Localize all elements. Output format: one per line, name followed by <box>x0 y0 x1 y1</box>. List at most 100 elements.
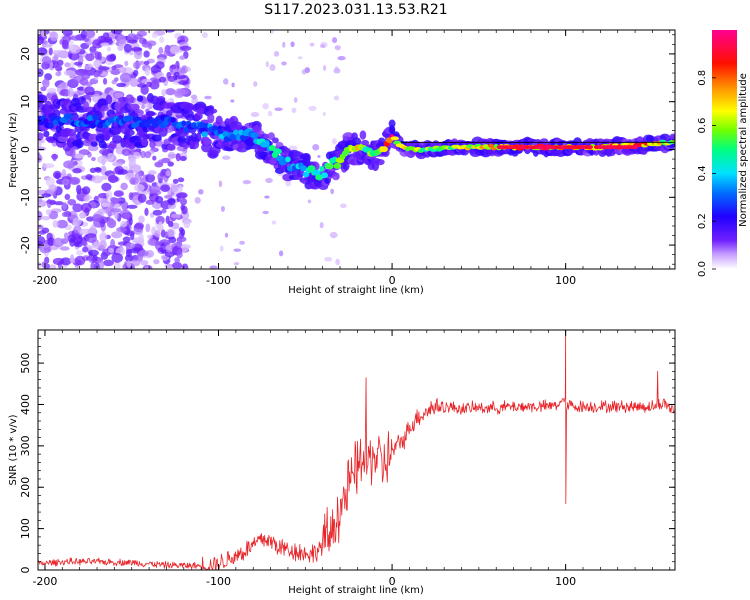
ridge-peak <box>632 145 639 150</box>
noise-blob <box>297 56 303 60</box>
y-tick-label: 200 <box>19 477 32 498</box>
noise-blob <box>145 223 151 233</box>
noise-blob <box>45 199 57 204</box>
noise-blob <box>116 82 127 88</box>
noise-blob <box>158 221 163 230</box>
noise-blob <box>112 161 123 167</box>
ridge-halo <box>140 137 148 147</box>
noise-blob <box>108 217 114 226</box>
noise-blob <box>147 170 157 176</box>
noise-blob <box>114 77 119 82</box>
snr-x-ticks: -200 -100 0 100 <box>32 330 671 588</box>
noise-blob <box>95 167 102 173</box>
noise-blob <box>301 69 307 75</box>
noise-blob <box>85 174 93 181</box>
noise-blob <box>155 215 165 225</box>
noise-blob <box>160 184 171 192</box>
ridge-halo <box>189 139 200 150</box>
noise-blob <box>49 31 59 42</box>
noise-blob <box>52 237 64 248</box>
noise-blob <box>63 160 76 169</box>
noise-blob <box>138 215 145 224</box>
noise-blob <box>262 210 269 215</box>
noise-blob <box>191 98 199 104</box>
noise-blob <box>38 262 42 268</box>
noise-blob <box>167 220 174 228</box>
noise-blob <box>333 95 340 101</box>
noise-blob <box>69 254 75 264</box>
noise-blob <box>128 157 137 167</box>
noise-blob <box>166 244 172 253</box>
ridge-core <box>268 145 276 152</box>
noise-blob <box>131 259 141 267</box>
noise-blob <box>269 64 276 71</box>
noise-blob <box>143 50 150 58</box>
noise-blob <box>148 42 153 50</box>
noise-blob <box>168 197 176 206</box>
ridge-core <box>65 113 73 120</box>
noise-blob <box>69 147 76 158</box>
ridge-halo <box>38 132 44 141</box>
noise-blob <box>98 260 105 269</box>
noise-blob <box>124 60 129 67</box>
noise-blob <box>174 257 180 264</box>
noise-blob <box>151 32 159 39</box>
noise-blob <box>52 220 59 228</box>
noise-blob <box>104 36 113 43</box>
noise-blob <box>337 56 346 61</box>
noise-blob <box>172 261 183 269</box>
ridge-halo <box>388 119 396 128</box>
noise-blob <box>45 177 55 187</box>
ridge-halo <box>352 137 362 147</box>
noise-blob <box>223 78 229 85</box>
noise-blob <box>48 47 53 56</box>
noise-blob <box>59 246 70 251</box>
noise-blob <box>63 232 69 239</box>
noise-blob <box>38 152 41 163</box>
noise-blob <box>274 107 283 111</box>
ridge-halo <box>158 127 168 137</box>
noise-blob <box>91 175 103 184</box>
noise-blob <box>267 110 273 117</box>
noise-blob <box>167 229 175 238</box>
ridge-halo <box>236 146 248 153</box>
noise-blob <box>153 140 164 147</box>
noise-blob <box>140 150 146 159</box>
noise-blob <box>38 142 42 147</box>
noise-blob <box>340 203 347 209</box>
noise-blob <box>126 260 132 268</box>
noise-blob <box>89 224 97 235</box>
noise-blob <box>123 43 132 53</box>
noise-blob <box>179 155 187 162</box>
noise-blob <box>128 192 134 201</box>
x-tick-label: 0 <box>389 575 396 588</box>
noise-blob <box>233 261 240 266</box>
noise-blob <box>42 163 55 169</box>
noise-blob <box>170 64 177 70</box>
noise-blob <box>262 102 269 110</box>
noise-blob <box>78 149 90 156</box>
noise-blob <box>128 217 133 226</box>
noise-blob <box>161 89 167 97</box>
noise-blob <box>98 64 103 75</box>
noise-blob <box>322 111 326 116</box>
noise-blob <box>202 32 208 39</box>
x-tick-label: 0 <box>389 274 396 287</box>
noise-blob <box>107 174 119 184</box>
noise-blob <box>273 50 280 57</box>
noise-blob <box>72 203 83 213</box>
ridge-core <box>307 165 316 172</box>
noise-blob <box>68 176 81 185</box>
noise-blob <box>38 146 47 151</box>
noise-blob <box>293 96 298 103</box>
ridge-core <box>333 162 342 169</box>
noise-blob <box>265 177 273 184</box>
noise-blob <box>178 227 184 233</box>
noise-blob <box>145 67 150 76</box>
noise-blob <box>153 259 160 265</box>
noise-blob <box>190 94 198 100</box>
noise-blob <box>121 201 129 211</box>
noise-blob <box>169 45 181 55</box>
ridge-core <box>222 131 229 138</box>
